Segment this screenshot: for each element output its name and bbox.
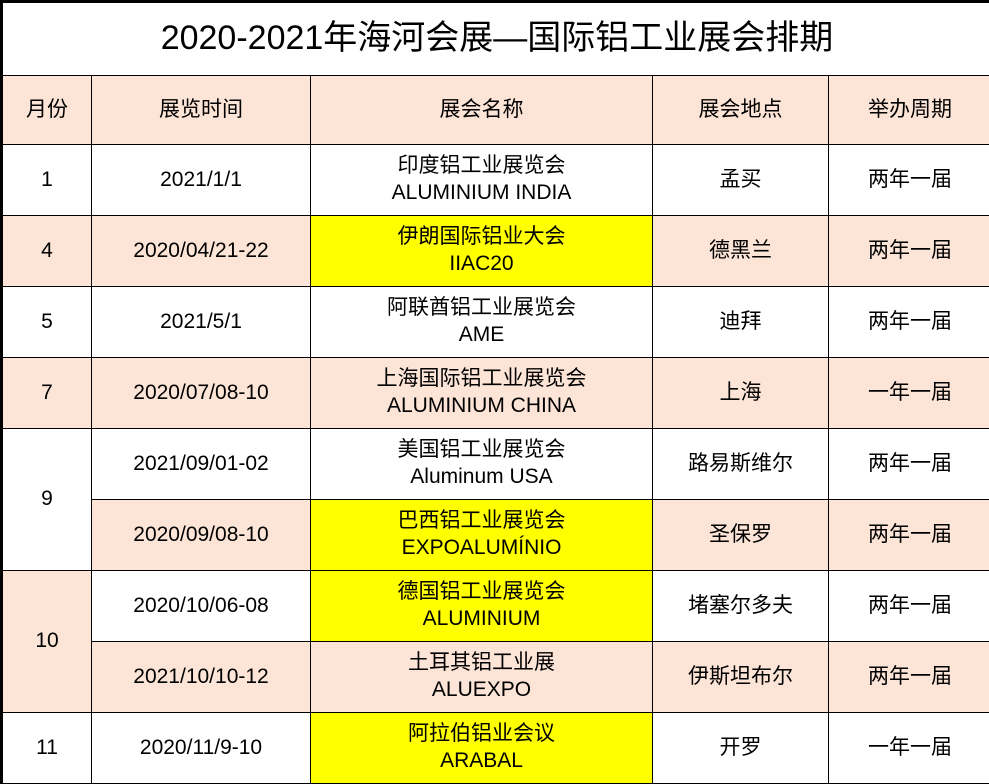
- exhibition-name-en: ALUEXPO: [431, 678, 532, 701]
- cell-exhibition-place: 堵塞尔多夫: [652, 570, 829, 642]
- cell-month: 11: [2, 712, 92, 784]
- column-header-date: 展览时间: [91, 75, 311, 145]
- cell-exhibition-cycle: 两年一届: [827, 144, 989, 216]
- page-title: 2020-2021年海河会展—国际铝工业展会排期: [1, 2, 989, 76]
- table-row: 9 2021/09/01-02 美国铝工业展览会 Aluminum USA 路易斯维尔两…: [2, 428, 989, 571]
- exhibition-name-en: Aluminum USA: [410, 465, 553, 488]
- cell-exhibition-date: 2021/10/10-12: [91, 641, 311, 713]
- table-row: 2020/09/08-10 巴西铝工业展览会 EXPOALUMÍNIO 圣保罗 两年一届: [3, 499, 989, 571]
- exhibition-name-en: IIAC20: [449, 252, 514, 275]
- table-row: 2021/10/10-12 土耳其铝工业展 ALUEXPO 伊斯坦布尔 两年一届: [3, 641, 989, 713]
- cell-month: 1: [2, 144, 92, 216]
- exhibition-name-cn: 阿联酋铝工业展览会: [387, 296, 576, 320]
- cell-exhibition-place: 圣保罗: [652, 499, 829, 571]
- exhibition-name-en: EXPOALUMÍNIO: [401, 536, 562, 559]
- exhibition-name-cn: 上海国际铝工业展览会: [376, 367, 587, 391]
- cell-exhibition-cycle: 两年一届: [827, 499, 989, 571]
- cell-exhibition-date: 2020/04/21-22: [91, 215, 311, 287]
- column-header-month: 月份: [2, 75, 92, 145]
- exhibition-name-en: ALUMINIUM CHINA: [386, 394, 576, 417]
- cell-exhibition-date: 2021/1/1: [91, 144, 311, 216]
- exhibition-name-cn: 巴西铝工业展览会: [397, 509, 566, 533]
- cell-exhibition-place: 孟买: [652, 144, 829, 216]
- cell-exhibition-cycle: 两年一届: [827, 286, 989, 358]
- cell-exhibition-date: 2021/5/1: [91, 286, 311, 358]
- cell-month: 5: [2, 286, 92, 358]
- cell-exhibition-cycle: 两年一届: [827, 570, 989, 642]
- cell-exhibition-date: 2020/11/9-10: [91, 712, 311, 784]
- table-row: 11 2020/11/9-10 阿拉伯铝业会议 ARABAL 开罗 一年一届: [2, 712, 989, 784]
- cell-exhibition-cycle: 一年一届: [827, 712, 989, 784]
- cell-exhibition-date: 2020/07/08-10: [91, 357, 311, 429]
- cell-exhibition-name: 阿拉伯铝业会议 ARABAL: [310, 712, 653, 784]
- column-header-name: 展会名称: [310, 75, 653, 145]
- table-row: 5 2021/5/1 阿联酋铝工业展览会 AME 迪拜 两年一届: [2, 286, 989, 358]
- exhibition-name-en: ARABAL: [440, 749, 523, 772]
- cell-exhibition-date: 2020/09/08-10: [91, 499, 311, 571]
- table-row: 7 2020/07/08-10 上海国际铝工业展览会 ALUMINIUM CHINA 上…: [2, 357, 989, 429]
- exhibition-name-cn: 德国铝工业展览会: [397, 580, 566, 604]
- cell-exhibition-name: 土耳其铝工业展 ALUEXPO: [310, 641, 653, 713]
- cell-exhibition-name: 伊朗国际铝业大会 IIAC20: [310, 215, 653, 287]
- title-row: 2020-2021年海河会展—国际铝工业展会排期: [1, 2, 989, 76]
- exhibition-name-cn: 伊朗国际铝业大会: [397, 225, 566, 249]
- cell-exhibition-cycle: 两年一届: [827, 641, 989, 713]
- cell-exhibition-cycle: 两年一届: [827, 428, 989, 500]
- cell-exhibition-place: 上海: [652, 357, 829, 429]
- exhibition-name-en: ALUMINIUM INDIA: [391, 181, 572, 204]
- cell-month: 4: [2, 215, 92, 287]
- cell-exhibition-place: 迪拜: [652, 286, 829, 358]
- cell-exhibition-name: 阿联酋铝工业展览会 AME: [310, 286, 653, 358]
- cell-month: 10: [2, 570, 92, 713]
- cell-exhibition-place: 路易斯维尔: [652, 428, 829, 500]
- exhibition-name-cn: 阿拉伯铝业会议: [408, 722, 555, 746]
- column-header-cycle: 举办周期: [827, 75, 989, 145]
- cell-exhibition-name: 德国铝工业展览会 ALUMINIUM: [310, 570, 653, 642]
- cell-exhibition-name: 巴西铝工业展览会 EXPOALUMÍNIO: [310, 499, 653, 571]
- exhibition-name-en: ALUMINIUM: [422, 607, 541, 630]
- cell-exhibition-name: 印度铝工业展览会 ALUMINIUM INDIA: [310, 144, 653, 216]
- cell-month: 7: [2, 357, 92, 429]
- cell-exhibition-name: 上海国际铝工业展览会 ALUMINIUM CHINA: [310, 357, 653, 429]
- exhibition-name-cn: 美国铝工业展览会: [397, 438, 566, 462]
- exhibition-name-cn: 印度铝工业展览会: [397, 154, 566, 178]
- column-header-place: 展会地点: [652, 75, 829, 145]
- table-header-row: 月份 展览时间 展会名称 展会地点 举办周期: [2, 75, 989, 145]
- cell-exhibition-date: 2020/10/06-08: [91, 570, 311, 642]
- cell-exhibition-cycle: 一年一届: [827, 357, 989, 429]
- exhibition-name-cn: 土耳其铝工业展: [408, 651, 555, 675]
- cell-exhibition-date: 2021/09/01-02: [91, 428, 311, 500]
- cell-exhibition-place: 伊斯坦布尔: [652, 641, 829, 713]
- table-row: 10 2020/10/06-08 德国铝工业展览会 ALUMINIUM 堵塞尔多夫 两年一…: [2, 570, 989, 713]
- table-row: 4 2020/04/21-22 伊朗国际铝业大会 IIAC20 德黑兰 两年一届: [2, 215, 989, 287]
- cell-exhibition-place: 开罗: [652, 712, 829, 784]
- cell-exhibition-cycle: 两年一届: [827, 215, 989, 287]
- cell-month: 9: [2, 428, 92, 571]
- cell-exhibition-name: 美国铝工业展览会 Aluminum USA: [310, 428, 653, 500]
- cell-exhibition-place: 德黑兰: [652, 215, 829, 287]
- exhibition-name-en: AME: [458, 323, 505, 346]
- table-row: 1 2021/1/1 印度铝工业展览会 ALUMINIUM INDIA 孟买 两年一届: [2, 144, 989, 216]
